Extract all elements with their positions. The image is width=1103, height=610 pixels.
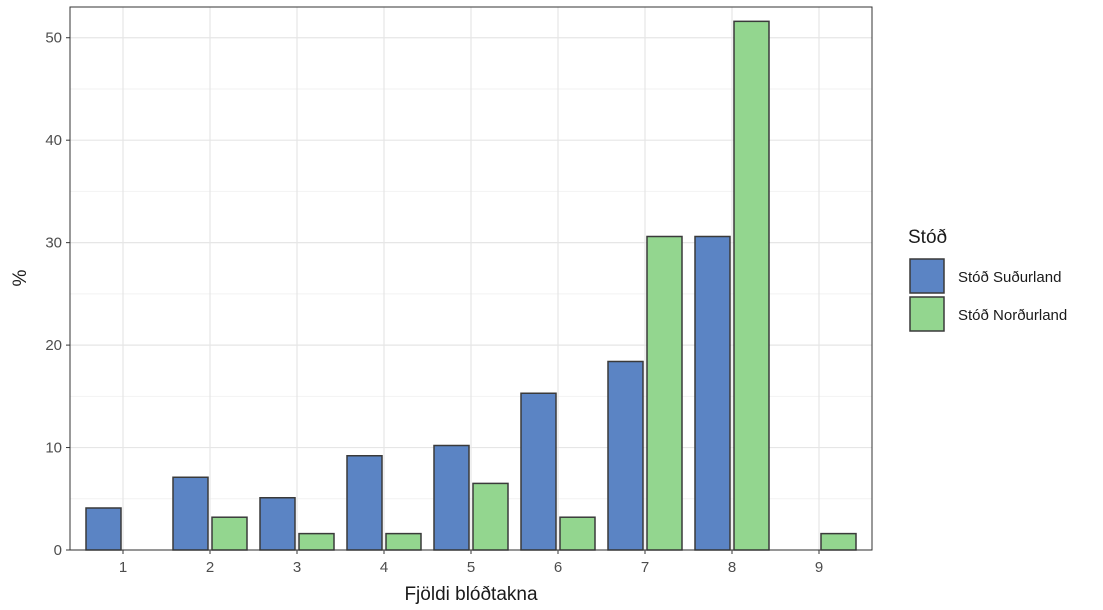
legend-key-nordurland <box>909 296 945 332</box>
x-tick-label: 8 <box>728 559 736 576</box>
y-tick-label: 0 <box>54 542 62 559</box>
bar-sudurland-5 <box>433 444 470 551</box>
x-axis: 1 2 3 4 5 6 7 8 9 <box>119 550 823 576</box>
y-tick-label: 30 <box>45 235 62 252</box>
x-tick-label: 3 <box>293 559 301 576</box>
bar-nordurland-2 <box>211 516 248 551</box>
bar-sudurland-2 <box>172 476 209 551</box>
bar-sudurland-8 <box>694 235 731 551</box>
legend-label: Stóð Norðurland <box>958 307 1067 324</box>
y-tick-label: 20 <box>45 337 62 354</box>
legend-label: Stóð Suðurland <box>958 269 1061 286</box>
bar-nordurland-6 <box>559 516 596 551</box>
x-tick-label: 4 <box>380 559 388 576</box>
bar-sudurland-3 <box>259 496 296 551</box>
x-tick-label: 1 <box>119 559 127 576</box>
bar-nordurland-3 <box>298 532 335 551</box>
bar-sudurland-4 <box>346 454 383 551</box>
bar-sudurland-1 <box>85 507 122 551</box>
bar-sudurland-6 <box>520 392 557 551</box>
x-tick-label: 2 <box>206 559 214 576</box>
bar-sudurland-7 <box>607 360 644 551</box>
legend-key-sudurland <box>909 258 945 294</box>
y-tick-label: 10 <box>45 440 62 457</box>
bar-nordurland-5 <box>472 482 509 551</box>
x-tick-label: 6 <box>554 559 562 576</box>
y-tick-label: 40 <box>45 132 62 149</box>
y-axis: 0 10 20 30 40 50 <box>45 30 70 559</box>
bar-nordurland-9 <box>820 532 857 551</box>
bar-nordurland-4 <box>385 532 422 551</box>
x-tick-label: 7 <box>641 559 649 576</box>
bars <box>85 20 857 551</box>
legend: Stóð Stóð Suðurland Stóð Norðurland <box>908 227 1067 332</box>
x-axis-title: Fjöldi blóðtakna <box>404 584 538 605</box>
bar-nordurland-7 <box>646 235 683 551</box>
x-tick-label: 5 <box>467 559 475 576</box>
x-tick-label: 9 <box>815 559 823 576</box>
y-axis-title: % <box>10 269 31 286</box>
bar-nordurland-8 <box>733 20 770 551</box>
legend-title: Stóð <box>908 227 947 248</box>
y-tick-label: 50 <box>45 30 62 47</box>
